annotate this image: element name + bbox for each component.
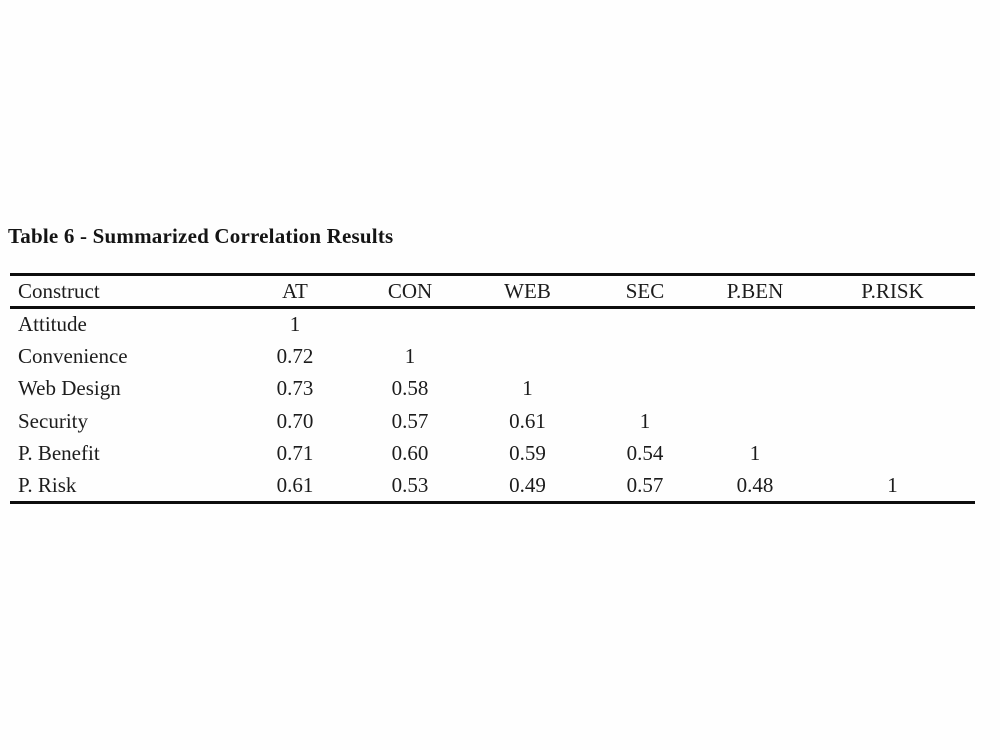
correlation-value: 0.61 <box>276 473 314 497</box>
construct-label: Web Design <box>18 376 121 401</box>
correlation-value: 1 <box>639 408 651 433</box>
correlation-value: 0.73 <box>276 376 314 401</box>
correlation-value: 1 <box>289 312 301 336</box>
construct-label: P. Risk <box>18 473 77 497</box>
correlation-value <box>465 308 590 341</box>
correlation-value <box>700 373 810 406</box>
construct-label: P. Benefit <box>18 441 100 466</box>
correlation-value: 0.48 <box>736 473 774 497</box>
correlation-value <box>700 340 810 373</box>
column-header-sec: SEC <box>625 278 665 303</box>
correlation-value <box>590 340 700 373</box>
column-header-construct: Construct <box>18 278 100 303</box>
table-row: Security 0.70 0.57 0.61 1 <box>10 405 975 438</box>
correlation-value: 1 <box>887 473 898 497</box>
correlation-value: 0.60 <box>391 441 429 466</box>
column-header-p-risk: P.RISK <box>861 278 924 303</box>
table-caption: Table 6 - Summarized Correlation Results <box>8 224 394 248</box>
table-row: P. Benefit 0.71 0.60 0.59 0.54 1 <box>10 438 975 471</box>
correlation-value: 0.61 <box>509 408 546 433</box>
correlation-value <box>355 308 465 341</box>
construct-label: Security <box>18 408 88 433</box>
correlation-value <box>465 340 590 373</box>
table-row: Attitude 1 <box>10 308 975 341</box>
correlation-value: 0.54 <box>626 441 664 466</box>
column-header-at: AT <box>282 278 308 303</box>
correlation-value: 0.70 <box>276 408 314 433</box>
correlation-value: 0.58 <box>391 376 429 401</box>
correlation-value: 0.57 <box>391 408 429 433</box>
table-row: P. Risk 0.61 0.53 0.49 0.57 0.48 1 <box>10 470 975 503</box>
column-header-con: CON <box>387 278 433 303</box>
construct-label: Convenience <box>18 343 128 368</box>
correlation-value <box>810 340 975 373</box>
correlation-value: 1 <box>404 343 416 368</box>
correlation-value: 0.57 <box>626 473 664 497</box>
column-header-web: WEB <box>504 278 551 303</box>
table-row: Web Design 0.73 0.58 1 <box>10 373 975 406</box>
correlation-value <box>590 308 700 341</box>
correlation-table: Construct AT CON WEB SEC P.BEN P.RISK Attitude… <box>10 273 975 504</box>
correlation-value: 0.49 <box>509 473 546 497</box>
correlation-value: 0.53 <box>391 473 429 497</box>
correlation-value <box>700 308 810 341</box>
correlation-value: 0.59 <box>509 441 546 466</box>
correlation-value: 0.72 <box>276 343 314 368</box>
correlation-value <box>700 405 810 438</box>
column-header-p-ben: P.BEN <box>726 278 784 303</box>
correlation-value: 0.71 <box>276 441 314 466</box>
header-row: Construct AT CON WEB SEC P.BEN P.RISK <box>10 275 975 308</box>
correlation-value <box>810 373 975 406</box>
correlation-value <box>810 308 975 341</box>
table-body: Attitude 1 Convenience 0.72 1 Web Design 0.73 0… <box>10 308 975 503</box>
correlation-value <box>810 438 975 471</box>
correlation-value <box>590 373 700 406</box>
construct-label: Attitude <box>18 312 87 336</box>
table-row: Convenience 0.72 1 <box>10 340 975 373</box>
correlation-value <box>810 405 975 438</box>
correlation-value: 1 <box>749 441 761 466</box>
correlation-value: 1 <box>522 376 533 401</box>
